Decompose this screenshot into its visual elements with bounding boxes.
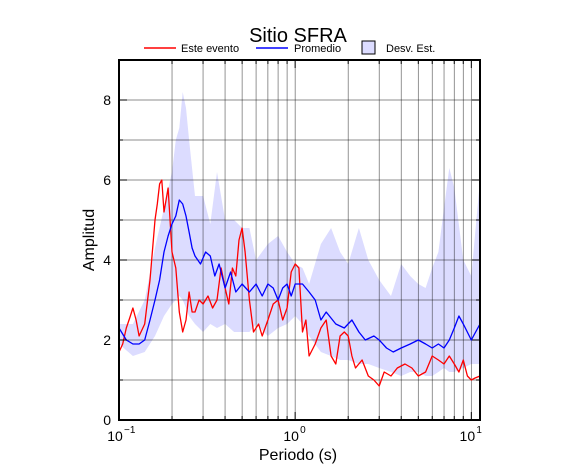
legend-label-promedio: Promedio xyxy=(294,43,341,55)
x-tick-exponent: 0 xyxy=(300,425,306,436)
chart-title: Sitio SFRA xyxy=(249,25,347,47)
legend: Este evento Promedio Desv. Est. xyxy=(144,40,435,55)
x-tick-label: 10 xyxy=(283,428,299,444)
x-axis-label: Periodo (s) xyxy=(259,447,337,464)
y-axis-label: Amplitud xyxy=(81,209,98,271)
std-dev-band-layer xyxy=(119,92,480,376)
y-tick-label: 6 xyxy=(103,172,111,188)
x-tick-exponent: −1 xyxy=(124,425,136,436)
legend-label-este-evento: Este evento xyxy=(181,43,239,55)
x-tick-label: 10 xyxy=(107,428,123,444)
axes-frame xyxy=(118,59,481,421)
x-tick-label: 10 xyxy=(460,428,476,444)
legend-swatch-desv-est xyxy=(361,40,376,55)
y-tick-label: 0 xyxy=(103,412,111,428)
std-dev-band xyxy=(119,92,480,376)
y-tick-label: 8 xyxy=(103,92,111,108)
grid-layer xyxy=(119,60,480,420)
series-layer xyxy=(118,179,481,387)
series-line-este-evento xyxy=(118,179,481,387)
plot-frame xyxy=(118,59,481,421)
y-tick-label: 4 xyxy=(103,252,111,268)
x-tick-exponent: 1 xyxy=(476,425,482,436)
series-line-promedio xyxy=(118,199,481,353)
y-tick-label: 2 xyxy=(103,332,111,348)
legend-label-desv-est: Desv. Est. xyxy=(386,43,435,55)
